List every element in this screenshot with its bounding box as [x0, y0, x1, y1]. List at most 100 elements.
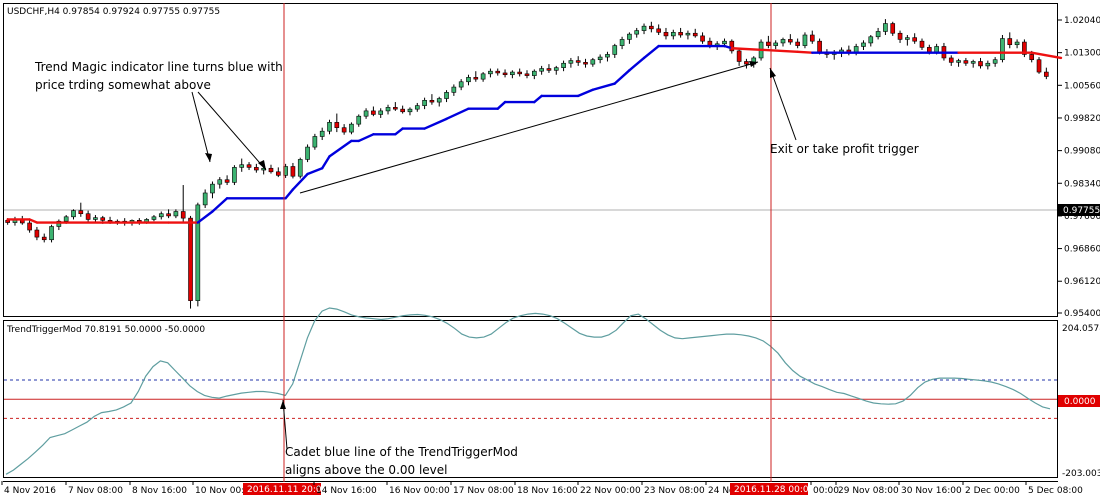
candle [429, 94, 435, 105]
price-tick-label: 1.02040 [1064, 16, 1100, 26]
candle [561, 60, 566, 72]
candle [290, 162, 296, 179]
bull-candle-body [561, 62, 566, 68]
candle [809, 30, 815, 44]
candle [488, 68, 493, 78]
bull-candle-body [327, 122, 332, 132]
candle [1007, 32, 1013, 49]
time-axis-label-highlighted: 2016.11.11 20:00 [247, 485, 328, 495]
candle [305, 144, 310, 163]
bear-candle-body [524, 73, 530, 76]
candle [151, 215, 157, 222]
candle [319, 127, 325, 141]
bear-candle-body [41, 236, 47, 241]
candle [656, 24, 661, 36]
bear-candle-body [495, 70, 501, 74]
bull-candle-body [883, 23, 888, 32]
candle [158, 211, 164, 220]
candle [897, 30, 903, 43]
candle [868, 35, 874, 47]
candle [912, 33, 917, 44]
bull-candle-body [407, 108, 413, 113]
candle [568, 57, 574, 68]
sub-panel-frame [3, 320, 1058, 478]
bull-candle-body [466, 77, 471, 83]
candle [736, 48, 742, 66]
candle [956, 58, 961, 67]
bear-candle-body [583, 62, 588, 65]
price-tick-label: 0.96860 [1064, 245, 1100, 255]
bull-candle-body [63, 216, 69, 222]
bear-candle-body [393, 107, 398, 110]
candle [692, 28, 698, 38]
bull-candle-body [985, 62, 991, 67]
bear-candle-body [188, 217, 193, 301]
time-axis-label: 7 Nov 08:00 [68, 486, 123, 496]
candle [334, 113, 340, 133]
time-axis-label: 24 Nov [708, 486, 741, 496]
bull-candle-body [356, 115, 362, 125]
candle [641, 23, 647, 35]
price-tick-label: 0.99820 [1064, 114, 1100, 124]
bull-candle-body [722, 40, 727, 45]
time-axis-label-highlighted: 2016.11.28 00:00 [734, 485, 815, 495]
candle [473, 71, 479, 82]
candle [480, 72, 486, 82]
candle [246, 162, 252, 171]
bull-candle-body [232, 167, 237, 183]
candle [56, 219, 62, 231]
bull-candle-body [444, 92, 449, 99]
bear-candle-body [575, 60, 581, 63]
candle [275, 167, 281, 178]
price-tick-label: 0.96120 [1064, 277, 1100, 287]
candle [166, 209, 171, 219]
bull-candle-body [458, 81, 464, 88]
bull-candle-body [202, 192, 208, 206]
candle [393, 102, 398, 111]
price-tick-label: 0.95400 [1064, 309, 1100, 319]
bull-candle-body [861, 42, 866, 47]
bear-candle-body [502, 72, 508, 76]
time-axis-label: 30 Nov 16:00 [901, 486, 962, 496]
candle [1014, 39, 1020, 49]
bear-candle-body [341, 127, 347, 133]
trend-magic-blue-segment [613, 69, 631, 85]
candle [78, 202, 84, 217]
bear-candle-body [692, 32, 698, 37]
candle [744, 58, 749, 69]
current-price-badge [1058, 204, 1100, 216]
arrow-from-exit-note [769, 67, 797, 141]
candle [349, 122, 354, 135]
bull-candle-body [93, 217, 98, 220]
candle [407, 107, 413, 116]
candle [590, 57, 596, 67]
time-axis-label: 4 Nov 2016 [4, 486, 56, 496]
bull-candle-body [151, 216, 157, 220]
candle [466, 74, 471, 86]
main-panel-frame [3, 3, 1058, 317]
candle [517, 68, 522, 77]
bear-candle-body [1044, 71, 1049, 77]
bear-candle-body [729, 40, 735, 52]
zero-level-label: 0.0000 [1064, 397, 1096, 407]
candle [356, 114, 362, 127]
trend-magic-blue-segment [211, 197, 229, 213]
bull-candle-body [217, 179, 223, 185]
bull-candle-body [532, 70, 537, 76]
bull-candle-body [875, 31, 881, 38]
zero-level-badge [1058, 395, 1100, 407]
exit-note: Exit or take profit trigger [770, 142, 919, 156]
bull-candle-body [685, 32, 691, 36]
bull-candle-body [780, 39, 786, 44]
candle [27, 220, 32, 233]
trend-magic-blue-segment [284, 188, 295, 200]
candle [173, 209, 179, 219]
sub-panel-top-value: 204.0578 [1062, 324, 1100, 334]
bear-candle-body [85, 213, 91, 220]
bear-candle-body [1022, 41, 1027, 55]
bear-candle-body [912, 37, 917, 42]
bull-candle-body [451, 86, 457, 93]
bull-candle-body [1014, 41, 1020, 46]
